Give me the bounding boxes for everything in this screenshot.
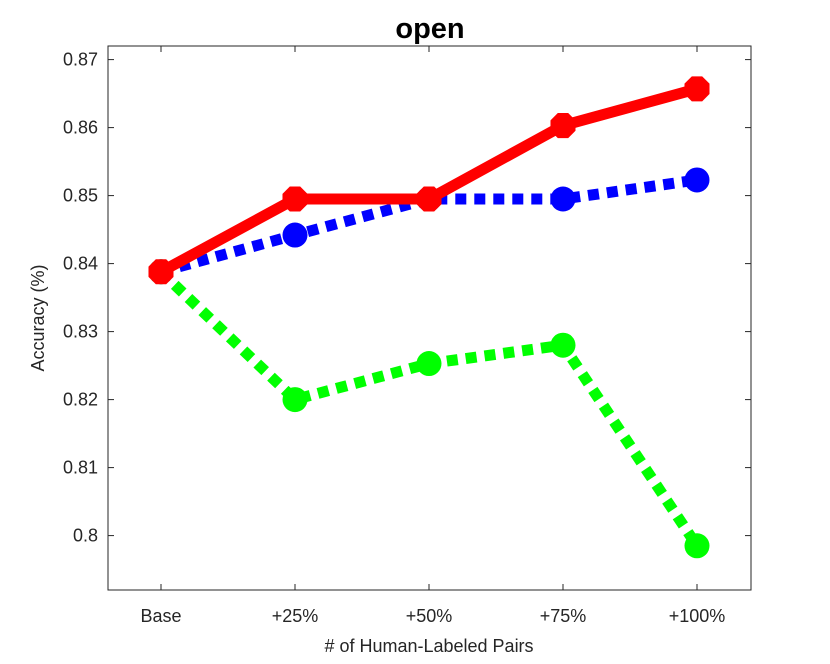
series-line	[159, 174, 698, 278]
data-point	[684, 167, 710, 193]
x-tick-label: +100%	[669, 606, 726, 626]
y-tick-label: 0.85	[63, 186, 98, 206]
y-axis: 0.8 0.81 0.82 0.83 0.84 0.85 0.86 0.87	[63, 50, 751, 546]
x-tick-label: +75%	[540, 606, 587, 626]
y-tick-label: 0.84	[63, 254, 98, 274]
x-axis-label: # of Human-Labeled Pairs	[324, 636, 533, 656]
data-point	[282, 387, 308, 413]
data-point	[550, 113, 576, 139]
data-point	[550, 186, 576, 212]
data-point	[684, 533, 710, 559]
series-layer	[148, 76, 710, 559]
y-axis-label: Accuracy (%)	[28, 264, 48, 371]
y-tick-label: 0.82	[63, 390, 98, 410]
y-tick-label: 0.81	[63, 458, 98, 478]
plot-area	[107, 45, 752, 591]
y-tick-label: 0.86	[63, 118, 98, 138]
data-point	[416, 186, 442, 212]
y-tick-label: 0.83	[63, 322, 98, 342]
data-point	[148, 259, 174, 285]
data-point	[416, 351, 442, 377]
data-point	[550, 332, 576, 358]
y-tick-label: 0.8	[73, 526, 98, 546]
x-tick-label: +25%	[272, 606, 319, 626]
x-tick-label: +50%	[406, 606, 453, 626]
x-axis: Base +25% +50% +75% +100%	[140, 46, 725, 626]
chart-title: open	[395, 13, 464, 45]
series-2	[148, 76, 710, 285]
data-point	[684, 76, 710, 102]
data-point	[282, 222, 308, 248]
x-tick-label: Base	[140, 606, 181, 626]
data-point	[282, 186, 308, 212]
y-tick-label: 0.87	[63, 50, 98, 70]
